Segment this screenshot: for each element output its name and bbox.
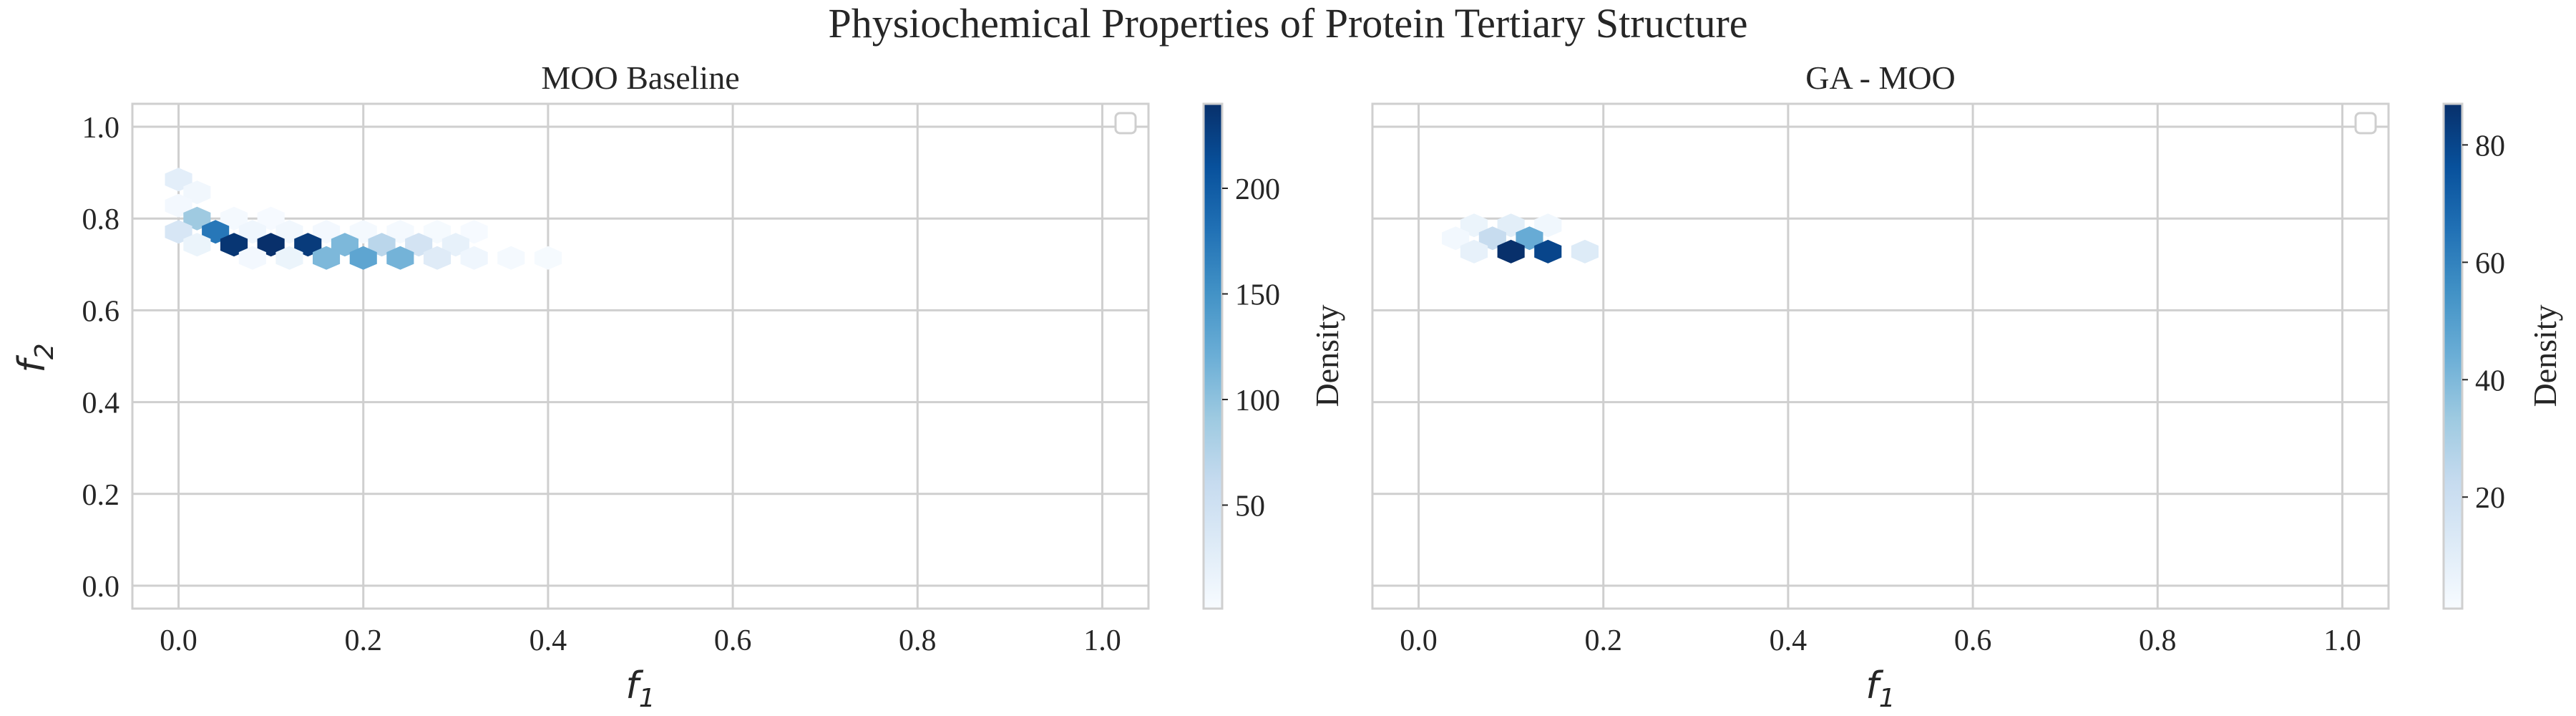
x-tick-labels: 0.0 0.2 0.4 0.6 0.8 1.0 (1400, 624, 2361, 657)
legend-box (2354, 112, 2377, 135)
hexbin-cell (294, 233, 322, 257)
colorbar-tick-label: 150 (1235, 279, 1280, 311)
y-axis-label: f2 (11, 343, 59, 372)
y-tick-label: 0.8 (82, 203, 120, 236)
colorbar-gradient (2442, 102, 2464, 610)
hexbin-cell (1460, 239, 1488, 263)
colorbar-tick-label: 50 (1235, 490, 1265, 523)
hexbin-cell (405, 233, 433, 257)
hexbin-cells (165, 168, 562, 270)
gridlines (132, 104, 1148, 609)
hexbin-cell (165, 220, 192, 244)
hexbin-cell (1460, 213, 1488, 238)
hexbin-cell (1534, 213, 1562, 238)
x-tick-label: 0.2 (1584, 624, 1622, 657)
hexbin-cell (202, 220, 230, 244)
hexbin-cell (165, 193, 192, 218)
colorbar-tick-label: 60 (2475, 247, 2505, 280)
x-tick-label: 0.4 (1770, 624, 1807, 657)
x-tick-label: 0.0 (1400, 624, 1438, 657)
gridlines (1372, 104, 2389, 609)
hexbin-cell (275, 246, 303, 270)
panel-title-ga-moo: GA - MOO (1805, 59, 1956, 96)
colorbar-tick-label: 200 (1235, 173, 1280, 206)
hexbin-cell (441, 233, 469, 257)
hexbin-cell (238, 220, 266, 244)
hexbin-cell (1442, 226, 1470, 251)
plot-frame (1371, 102, 2390, 610)
colorbar-tick-label: 40 (2475, 364, 2505, 397)
x-tick-label: 0.6 (714, 624, 752, 657)
x-axis-label: f1 (1865, 664, 1895, 713)
hexbin-cell (313, 220, 341, 244)
colorbar-tick-label: 20 (2475, 482, 2505, 515)
x-tick-label: 0.4 (530, 624, 567, 657)
x-tick-labels: 0.0 0.2 0.4 0.6 0.8 1.0 (160, 624, 1121, 657)
x-axis-label: f1 (625, 664, 655, 713)
y-tick-label: 0.2 (82, 479, 120, 512)
hexbin-cell (349, 246, 377, 270)
x-tick-label: 0.6 (1954, 624, 1992, 657)
plot-frame (131, 102, 1150, 610)
x-tick-label: 0.8 (899, 624, 937, 657)
hexbin-cell (1571, 239, 1599, 263)
hexbin-cell (183, 180, 211, 205)
hexbin-cell (257, 233, 285, 257)
hexbin-cell (423, 220, 452, 244)
hexbin-cell (1497, 213, 1525, 238)
hexbin-cell (423, 246, 452, 270)
colorbar-label: Density (1309, 304, 1345, 407)
hexbin-cell (460, 246, 488, 270)
y-tick-label: 0.4 (82, 387, 120, 420)
colorbar: 50 100 150 200 (1202, 102, 1280, 610)
hexbin-cell (1497, 239, 1525, 263)
hexbin-cell (238, 246, 266, 270)
hexbin-cell (349, 220, 377, 244)
hexbin-cell (368, 233, 396, 257)
panel-moo-baseline: MOO Baseline 0.0 0.2 0.4 0.6 0.8 1.0 0.00.20.… (11, 59, 1345, 713)
hexbin-cells (1442, 213, 1599, 263)
figure-title: Physiochemical Properties of Protein Ter… (828, 0, 1747, 47)
x-tick-label: 0.2 (344, 624, 382, 657)
colorbar-tick-label: 100 (1235, 384, 1280, 417)
panel-title-moo-baseline: MOO Baseline (541, 59, 739, 96)
y-tick-label: 0.6 (82, 295, 120, 328)
y-tick-label: 1.0 (82, 112, 120, 145)
hexbin-cell (331, 233, 358, 257)
x-tick-label: 0.0 (160, 624, 197, 657)
hexbin-cell (460, 220, 488, 244)
hexbin-cell (313, 246, 341, 270)
hexbin-cell (497, 246, 525, 270)
colorbar-tick-label: 80 (2475, 130, 2505, 163)
legend-box (1114, 112, 1137, 135)
hexbin-cell (386, 220, 414, 244)
colorbar-label: Density (2527, 304, 2563, 407)
hexbin-cell (183, 233, 211, 257)
hexbin-cell (275, 220, 303, 244)
hexbin-cell (1478, 226, 1506, 251)
x-tick-label: 0.8 (2139, 624, 2177, 657)
y-tick-labels: 0.0 0.2 0.4 0.6 0.8 1.0 (82, 112, 120, 604)
hexbin-cell (1534, 239, 1562, 263)
x-tick-label: 1.0 (2323, 624, 2361, 657)
hexbin-cell (183, 206, 211, 231)
x-tick-label: 1.0 (1083, 624, 1121, 657)
colorbar-gradient (1202, 102, 1224, 610)
y-tick-label: 0.0 (82, 571, 120, 604)
hexbin-cell (257, 206, 285, 231)
hexbin-cell (386, 246, 414, 270)
hexbin-cell (534, 246, 562, 270)
panel-ga-moo: GA - MOO 0.0 0.2 0.4 0.6 0.8 1.0 f1 20406080 … (1371, 59, 2563, 713)
hexbin-cell (165, 168, 192, 192)
colorbar: 20 40 60 80 (2442, 102, 2505, 610)
hexbin-cell (220, 206, 248, 231)
hexbin-cell (1516, 226, 1543, 251)
hexbin-cell (220, 233, 248, 257)
